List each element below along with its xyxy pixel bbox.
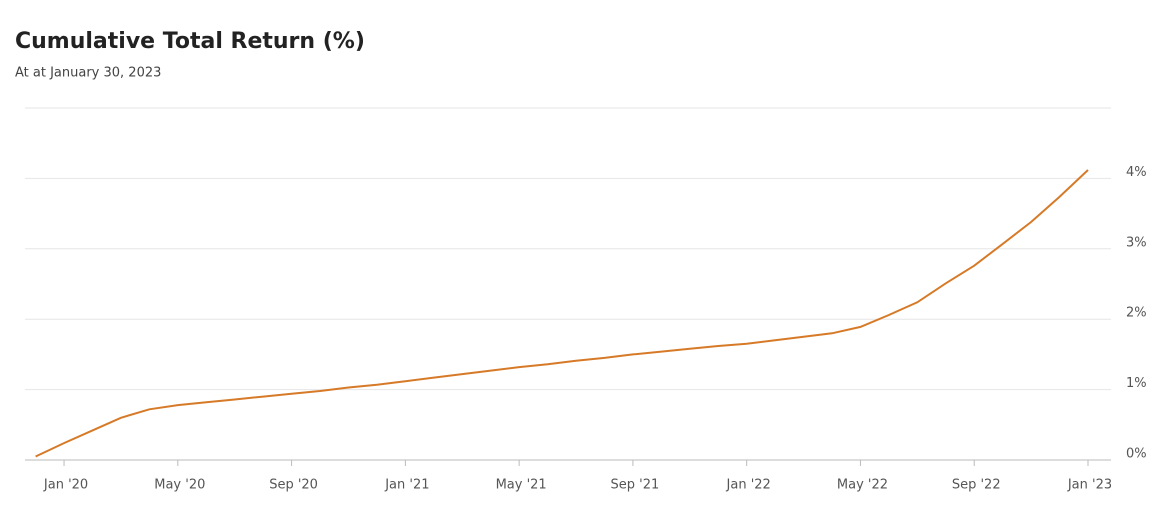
x-tick-label: Sep '20 <box>269 478 318 493</box>
x-tick-label: May '21 <box>496 478 547 493</box>
chart-subtitle: At at January 30, 2023 <box>15 66 161 81</box>
x-tick-label: May '20 <box>154 478 205 493</box>
x-tick-label: Jan '23 <box>1067 478 1112 493</box>
y-tick-label: 3% <box>1126 235 1147 250</box>
chart-title: Cumulative Total Return (%) <box>15 29 365 54</box>
y-tick-label: 0% <box>1126 447 1147 462</box>
y-tick-label: 2% <box>1126 306 1147 321</box>
x-tick-label: Jan '22 <box>726 478 771 493</box>
y-tick-label: 4% <box>1126 165 1147 180</box>
x-tick-label: Jan '21 <box>384 478 429 493</box>
x-tick-label: Sep '21 <box>611 478 660 493</box>
y-tick-label: 1% <box>1126 376 1147 391</box>
line <box>35 169 1089 458</box>
x-tick-label: May '22 <box>837 478 888 493</box>
x-tick-label: Jan '20 <box>43 478 88 493</box>
x-tick-label: Sep '22 <box>952 478 1001 493</box>
